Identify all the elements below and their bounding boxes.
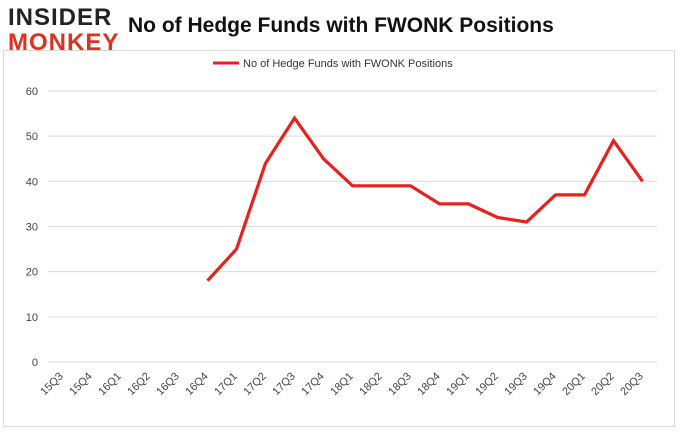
x-tick-label: 18Q4 bbox=[415, 370, 443, 398]
y-tick-label: 0 bbox=[32, 357, 38, 369]
x-tick-label: 15Q3 bbox=[38, 370, 66, 398]
y-tick-label: 10 bbox=[26, 312, 38, 324]
series-line bbox=[206, 115, 644, 282]
x-tick-label: 20Q2 bbox=[589, 370, 617, 398]
chart-title: No of Hedge Funds with FWONK Positions bbox=[128, 14, 554, 37]
logo-line-1: INSIDER bbox=[8, 4, 113, 31]
x-tick-label: 20Q3 bbox=[618, 370, 646, 398]
x-tick-label: 15Q4 bbox=[67, 370, 95, 398]
x-tick-label: 16Q2 bbox=[125, 370, 153, 398]
chart-frame bbox=[3, 50, 675, 427]
x-tick-label: 17Q1 bbox=[212, 370, 240, 398]
x-tick-label: 18Q3 bbox=[386, 370, 414, 398]
insider-monkey-logo: INSIDER MONKEY bbox=[8, 4, 126, 56]
x-tick-label: 18Q1 bbox=[328, 370, 356, 398]
x-tick-label: 19Q1 bbox=[444, 370, 472, 398]
x-tick-label: 19Q3 bbox=[502, 370, 530, 398]
x-tick-label: 20Q1 bbox=[560, 370, 588, 398]
y-tick-label: 60 bbox=[26, 86, 38, 98]
y-tick-label: 30 bbox=[26, 222, 38, 234]
x-tick-label: 19Q4 bbox=[531, 370, 559, 398]
x-tick-label: 17Q2 bbox=[241, 370, 269, 398]
y-tick-label: 50 bbox=[26, 131, 38, 143]
x-tick-label: 19Q2 bbox=[473, 370, 501, 398]
x-tick-label: 17Q3 bbox=[270, 370, 298, 398]
x-tick-label: 16Q3 bbox=[154, 370, 182, 398]
y-tick-label: 20 bbox=[26, 267, 38, 279]
y-tick-label: 40 bbox=[26, 176, 38, 188]
x-tick-label: 17Q4 bbox=[299, 370, 327, 398]
x-tick-label: 18Q2 bbox=[357, 370, 385, 398]
legend-label: No of Hedge Funds with FWONK Positions bbox=[243, 58, 453, 70]
x-tick-label: 16Q1 bbox=[96, 370, 124, 398]
x-tick-label: 16Q4 bbox=[183, 370, 211, 398]
